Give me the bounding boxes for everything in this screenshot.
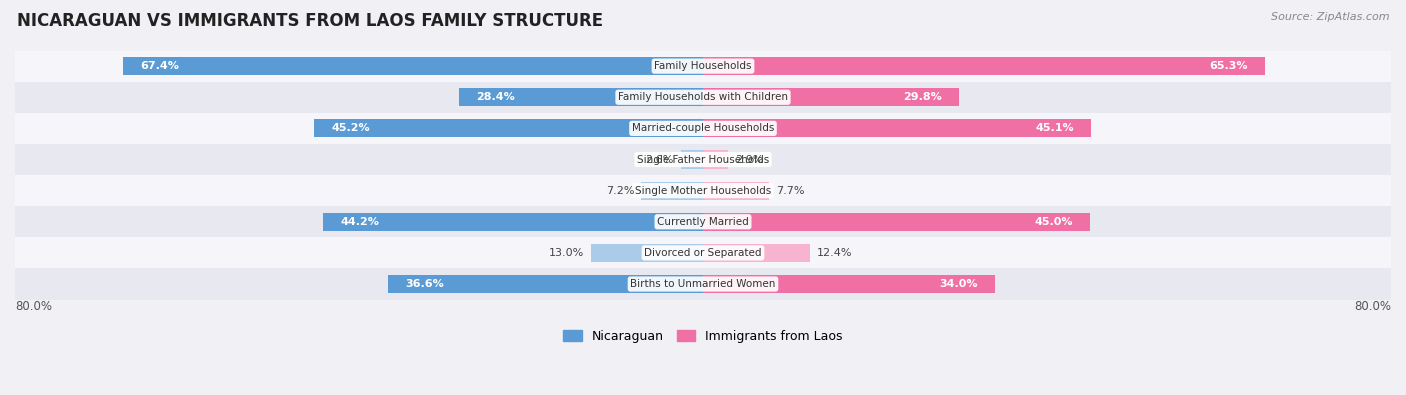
Bar — [458, 88, 703, 106]
Bar — [703, 213, 1090, 231]
Bar — [703, 88, 959, 106]
Text: Source: ZipAtlas.com: Source: ZipAtlas.com — [1271, 12, 1389, 22]
Bar — [388, 275, 703, 293]
Bar — [703, 182, 769, 199]
Text: 65.3%: 65.3% — [1209, 61, 1247, 71]
Text: Births to Unmarried Women: Births to Unmarried Women — [630, 279, 776, 289]
Text: 45.1%: 45.1% — [1035, 123, 1074, 134]
Text: 36.6%: 36.6% — [405, 279, 444, 289]
Bar — [15, 269, 1391, 299]
Text: 28.4%: 28.4% — [477, 92, 515, 102]
Text: Family Households with Children: Family Households with Children — [619, 92, 787, 102]
Text: 80.0%: 80.0% — [15, 299, 52, 312]
Text: Married-couple Households: Married-couple Households — [631, 123, 775, 134]
Text: 2.6%: 2.6% — [645, 154, 673, 164]
Bar — [681, 150, 703, 169]
Bar — [15, 82, 1391, 113]
Text: 45.0%: 45.0% — [1035, 217, 1073, 227]
Bar — [703, 119, 1091, 137]
Text: 12.4%: 12.4% — [817, 248, 852, 258]
Text: 80.0%: 80.0% — [1354, 299, 1391, 312]
Bar — [703, 275, 995, 293]
Bar — [703, 57, 1264, 75]
Text: 13.0%: 13.0% — [550, 248, 585, 258]
Bar — [591, 244, 703, 262]
Text: Family Households: Family Households — [654, 61, 752, 71]
Bar — [124, 57, 703, 75]
Text: 44.2%: 44.2% — [340, 217, 380, 227]
Text: 34.0%: 34.0% — [939, 279, 979, 289]
Text: Single Father Households: Single Father Households — [637, 154, 769, 164]
Bar — [15, 113, 1391, 144]
Legend: Nicaraguan, Immigrants from Laos: Nicaraguan, Immigrants from Laos — [558, 325, 848, 348]
Text: 7.7%: 7.7% — [776, 186, 804, 196]
Bar — [15, 237, 1391, 269]
Bar — [15, 175, 1391, 206]
Text: 67.4%: 67.4% — [141, 61, 180, 71]
Text: 45.2%: 45.2% — [332, 123, 370, 134]
Text: Single Mother Households: Single Mother Households — [636, 186, 770, 196]
Text: Divorced or Separated: Divorced or Separated — [644, 248, 762, 258]
Text: Currently Married: Currently Married — [657, 217, 749, 227]
Text: 29.8%: 29.8% — [903, 92, 942, 102]
Bar — [15, 206, 1391, 237]
Bar — [641, 182, 703, 199]
Bar — [315, 119, 703, 137]
Bar — [15, 51, 1391, 82]
Bar — [703, 150, 728, 169]
Text: 2.9%: 2.9% — [735, 154, 763, 164]
Bar — [703, 244, 810, 262]
Bar — [15, 144, 1391, 175]
Text: NICARAGUAN VS IMMIGRANTS FROM LAOS FAMILY STRUCTURE: NICARAGUAN VS IMMIGRANTS FROM LAOS FAMIL… — [17, 12, 603, 30]
Bar — [323, 213, 703, 231]
Text: 7.2%: 7.2% — [606, 186, 634, 196]
